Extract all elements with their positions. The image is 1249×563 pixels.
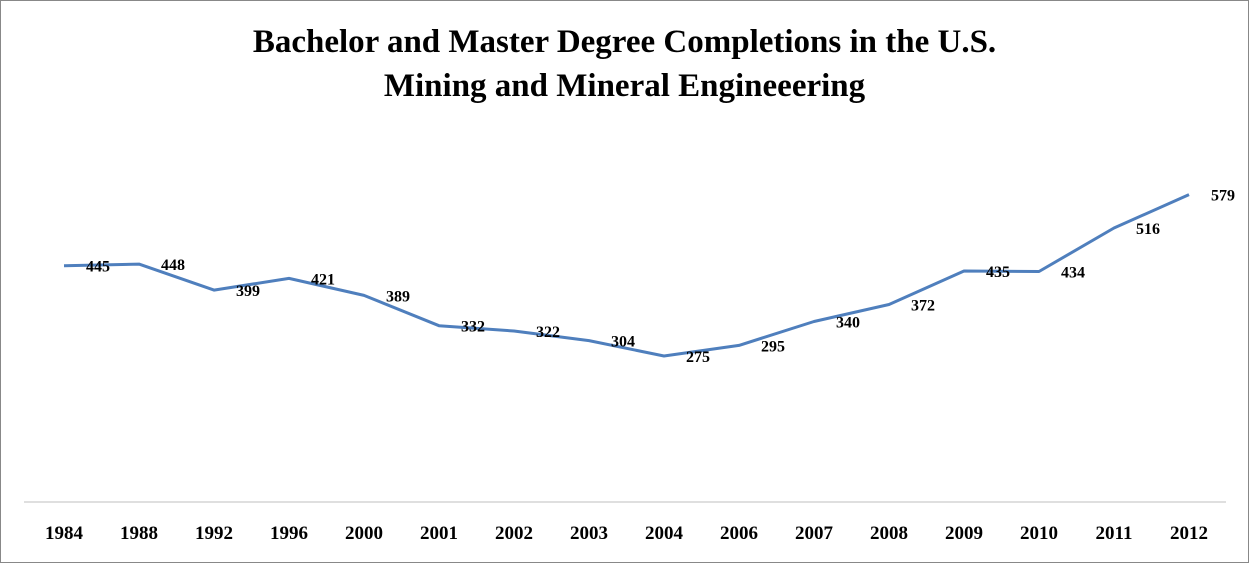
data-label: 322: [536, 324, 560, 341]
x-tick-label: 2009: [945, 523, 983, 544]
x-tick-label: 2006: [720, 523, 758, 544]
data-label: 389: [386, 288, 410, 305]
x-tick-label: 1996: [270, 523, 308, 544]
data-label: 275: [686, 349, 710, 366]
data-label: 340: [836, 314, 860, 331]
x-tick-label: 2002: [495, 523, 533, 544]
data-label: 332: [461, 319, 485, 336]
x-tick-label: 2012: [1170, 523, 1208, 544]
x-tick-labels: 1984 1988 1992 1996 2000 2001 2002 2003 2004 2006…: [45, 523, 1208, 544]
data-label: 448: [161, 257, 185, 274]
x-tick-label: 2008: [870, 523, 908, 544]
chart-title: Bachelor and Master Degree Completions i…: [0, 20, 1249, 108]
data-label: 295: [761, 338, 785, 355]
x-tick-label: 1984: [45, 523, 84, 544]
data-label: 304: [611, 334, 635, 351]
x-tick-label: 1988: [120, 523, 158, 544]
data-label: 579: [1211, 188, 1235, 205]
data-label: 516: [1136, 221, 1160, 238]
x-tick-label: 2001: [420, 523, 458, 544]
x-tick-label: 2007: [795, 523, 834, 544]
x-tick-label: 1992: [195, 523, 233, 544]
chart-title-line-2: Mining and Mineral Engineeering: [383, 68, 866, 104]
data-label: 399: [236, 283, 260, 300]
data-labels: 445 448 399 421 389 332 322 304 275 295 340 372 435 4…: [86, 188, 1235, 366]
data-label: 434: [1061, 265, 1085, 282]
series-line: [63, 193, 1190, 358]
x-tick-label: 2010: [1020, 523, 1058, 544]
data-label: 421: [311, 271, 335, 288]
data-label: 435: [986, 264, 1010, 281]
chart-title-line-1: Bachelor and Master Degree Completions i…: [252, 24, 997, 60]
x-tick-label: 2000: [345, 523, 383, 544]
x-tick-label: 2003: [570, 523, 608, 544]
x-tick-label: 2004: [645, 523, 684, 544]
data-label: 445: [86, 259, 110, 276]
x-tick-label: 2011: [1096, 523, 1133, 544]
data-label: 372: [911, 297, 935, 314]
